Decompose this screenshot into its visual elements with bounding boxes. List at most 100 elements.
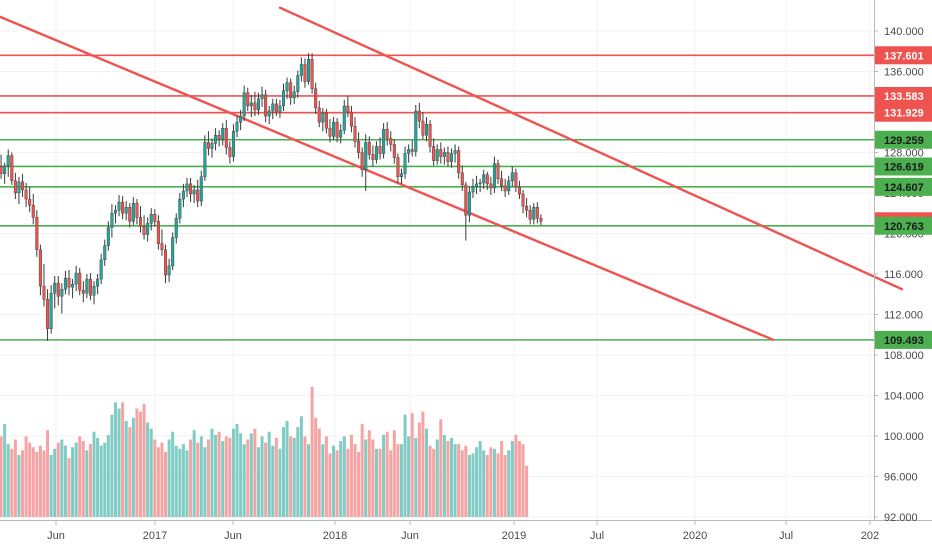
candle-body xyxy=(382,129,385,153)
candle-body xyxy=(407,149,410,153)
volume-bar xyxy=(175,446,178,517)
price-tick-label: 140.000 xyxy=(884,26,924,38)
candle-body xyxy=(200,177,203,201)
candle-body xyxy=(432,146,435,160)
volume-bar xyxy=(96,438,99,517)
candle-body xyxy=(196,190,199,201)
volume-bar xyxy=(421,412,424,517)
volume-bar xyxy=(303,436,306,517)
candle-body xyxy=(322,113,325,122)
volume-bar xyxy=(414,438,417,517)
candle-body xyxy=(182,191,185,199)
price-badge-label: 120.763 xyxy=(884,221,924,233)
candle-body xyxy=(450,154,453,162)
volume-bar xyxy=(207,440,210,518)
volume-bar xyxy=(432,449,435,517)
candle-body xyxy=(361,153,364,170)
candle-body xyxy=(440,149,443,156)
candle-body xyxy=(350,112,353,126)
candle-body xyxy=(332,122,335,136)
candle-body xyxy=(339,130,342,137)
volume-bar xyxy=(153,440,156,518)
volume-bar xyxy=(386,432,389,517)
candle-body xyxy=(468,192,471,215)
volume-bar xyxy=(118,409,121,518)
volume-bar xyxy=(296,427,299,517)
candle-body xyxy=(39,250,42,286)
volume-bar xyxy=(46,430,49,517)
candle-body xyxy=(143,226,146,234)
candle-body xyxy=(475,184,478,187)
volume-bar xyxy=(314,418,317,517)
candle-body xyxy=(18,182,21,193)
volume-bar xyxy=(411,413,414,517)
candle-body xyxy=(246,93,249,106)
price-tick-label: 108.000 xyxy=(884,350,924,362)
volume-bar xyxy=(107,435,110,517)
volume-bar xyxy=(425,429,428,517)
volume-bar xyxy=(7,444,10,517)
candle-body xyxy=(218,135,221,139)
volume-bar xyxy=(228,438,231,517)
candle-body xyxy=(465,185,468,215)
volume-bar xyxy=(307,444,310,517)
candle-body xyxy=(297,76,300,92)
candle-body xyxy=(3,166,6,174)
volume-bar xyxy=(407,436,410,517)
candle-body xyxy=(243,93,246,116)
volume-bar xyxy=(261,436,264,517)
time-tick-label: 2020 xyxy=(683,530,707,542)
candle-body xyxy=(146,223,149,234)
volume-bar xyxy=(396,444,399,517)
candle-body xyxy=(128,207,131,221)
candle-body xyxy=(86,279,89,293)
volume-bar xyxy=(271,446,274,517)
candle-body xyxy=(132,203,135,221)
candle-body xyxy=(364,142,367,169)
volume-bar xyxy=(346,449,349,517)
candle-body xyxy=(225,128,228,147)
volume-bar xyxy=(189,440,192,518)
volume-bar xyxy=(71,447,74,517)
volume-bar xyxy=(300,416,303,517)
volume-bar xyxy=(160,443,163,517)
volume-bar xyxy=(371,440,374,518)
candle-body xyxy=(107,227,110,245)
candle-body xyxy=(157,221,160,243)
volume-bar xyxy=(125,421,128,517)
candle-body xyxy=(164,250,167,275)
candle-body xyxy=(304,64,307,81)
candle-body xyxy=(493,164,496,188)
volume-bar xyxy=(139,412,142,517)
volume-bar xyxy=(446,441,449,517)
volume-bar xyxy=(486,455,489,517)
candle-body xyxy=(386,129,389,138)
candle-body xyxy=(422,121,425,135)
candle-body xyxy=(525,206,528,210)
candle-body xyxy=(254,103,257,110)
volume-bar xyxy=(493,449,496,517)
volume-bar xyxy=(439,419,442,517)
volume-bar xyxy=(400,444,403,517)
candle-body xyxy=(175,218,178,237)
volume-bar xyxy=(286,421,289,517)
candle-body xyxy=(311,59,314,88)
volume-bar xyxy=(232,429,235,517)
volume-bar xyxy=(289,436,292,517)
price-tick-label: 100.000 xyxy=(884,431,924,443)
candle-body xyxy=(75,273,78,284)
volume-bar xyxy=(443,435,446,517)
candle-body xyxy=(114,210,117,213)
candle-body xyxy=(136,203,139,217)
volume-bar xyxy=(382,435,385,517)
candle-body xyxy=(300,64,303,75)
time-tick-label: 2018 xyxy=(323,530,347,542)
candle-body xyxy=(404,154,407,174)
candle-body xyxy=(204,142,207,176)
candle-body xyxy=(14,181,17,193)
candle-body xyxy=(125,207,128,213)
candle-body xyxy=(457,150,460,172)
candle-body xyxy=(154,214,157,221)
